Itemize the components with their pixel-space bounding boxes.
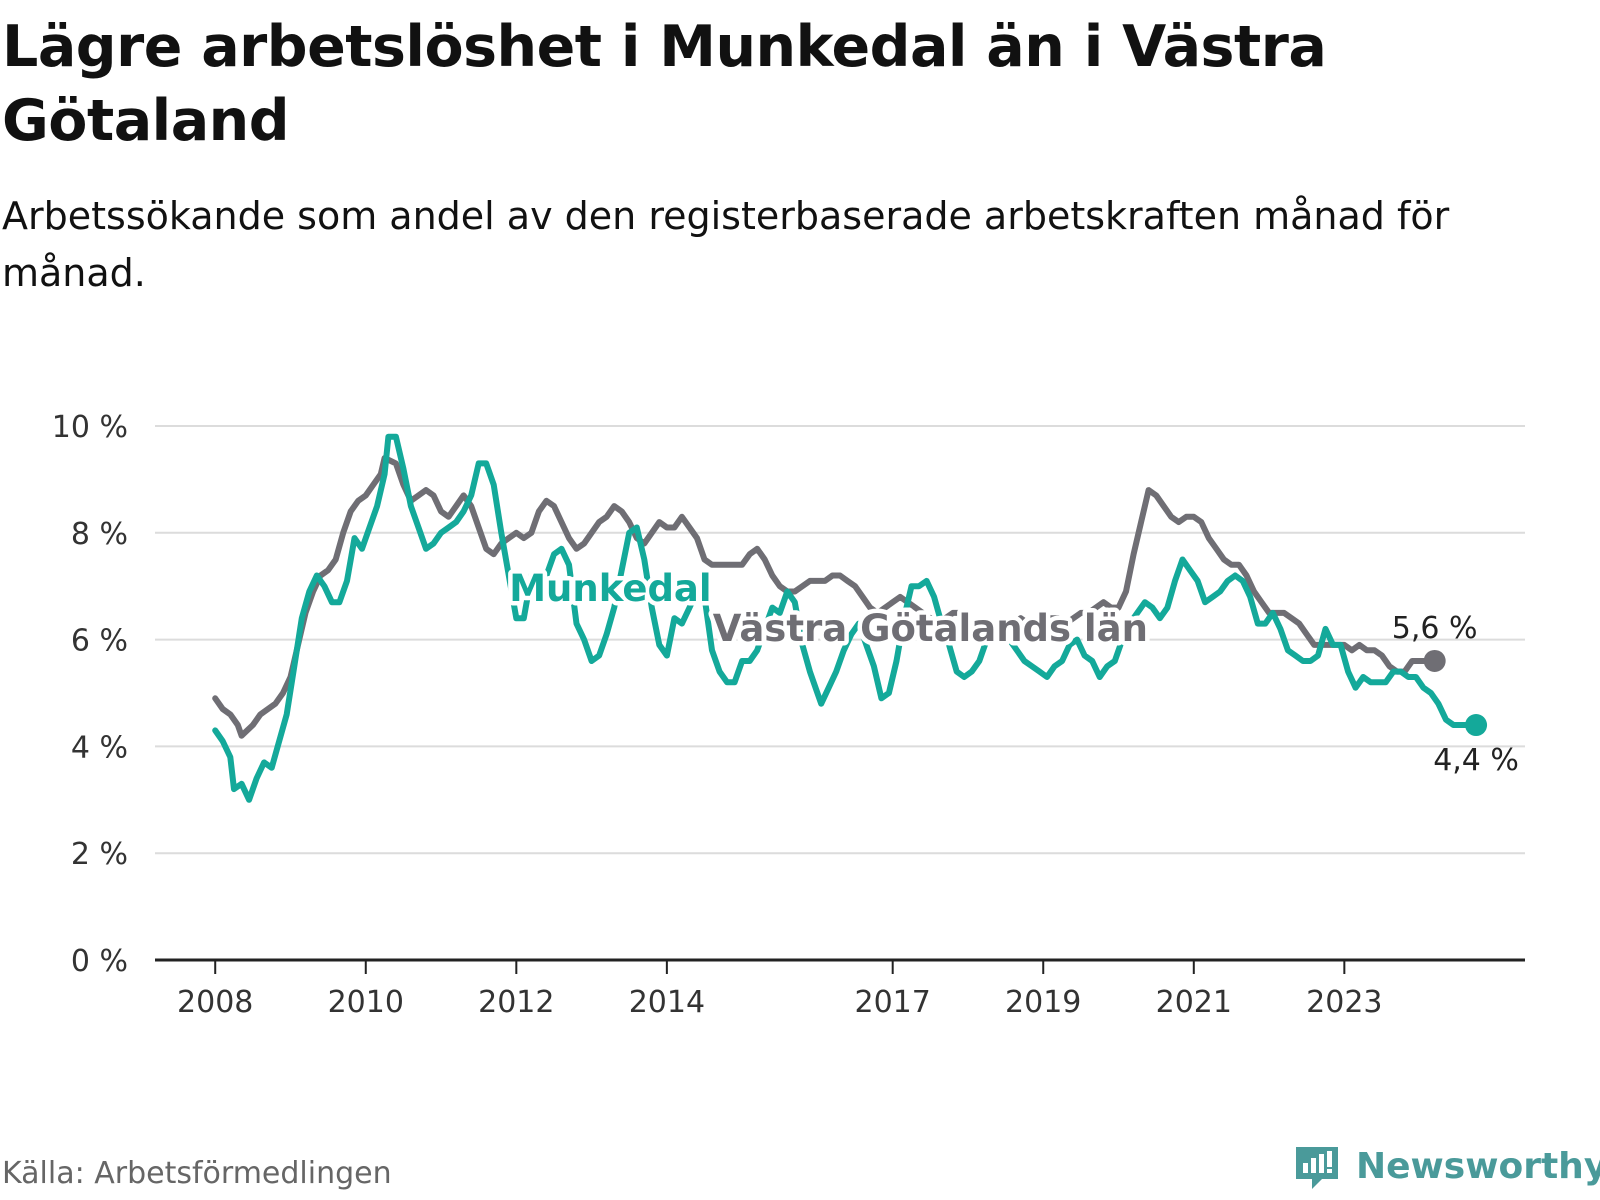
grid-lines [155, 425, 1525, 855]
y-tick-label: 10 % [52, 410, 128, 445]
x-tick-label: 2019 [1005, 985, 1081, 1020]
series-line-vastra-gotaland [212, 455, 1438, 739]
end-value-label-munkedal: 4,4 % [1433, 743, 1519, 778]
chart-subtitle: Arbetssökande som andel av den registerb… [2, 194, 1450, 295]
series-label-munkedal: Munkedal [509, 567, 711, 610]
brand-name: Newsworthy [1356, 1145, 1600, 1187]
x-tick-label: 2023 [1306, 985, 1382, 1020]
line-chart: 0 % 2 % 4 % 6 % 8 % 10 % 2008 2010 2012 2014 2017… [52, 410, 1525, 1020]
end-marker-vastra-gotaland [1423, 649, 1446, 672]
source-note: Källa: Arbetsförmedlingen [2, 1156, 392, 1191]
series-line-munkedal [212, 433, 1480, 803]
end-value-label-vastra-gotaland: 5,6 % [1392, 611, 1478, 646]
speech-bubble-chart-icon [1296, 1147, 1338, 1189]
x-tick-label: 2008 [177, 985, 253, 1020]
x-tick-label: 2021 [1156, 985, 1232, 1020]
x-tick-label: 2012 [478, 985, 554, 1020]
end-marker-munkedal [1465, 714, 1488, 737]
x-tick-label: 2014 [629, 985, 705, 1020]
series-label-vastra-gotaland: Västra Götalands län [713, 607, 1148, 650]
y-tick-label: 4 % [71, 730, 128, 765]
y-tick-label: 2 % [71, 837, 128, 872]
series-lines [212, 433, 1488, 803]
y-tick-label: 6 % [71, 624, 128, 659]
y-tick-label: 8 % [71, 517, 128, 552]
x-axis: 2008 2010 2012 2014 2017 2019 2021 2023 [155, 958, 1525, 1020]
chart-title: Lägre arbetslöshet i Munkedal än i Västr… [2, 14, 1327, 154]
y-tick-label: 0 % [71, 944, 128, 979]
x-tick-label: 2017 [855, 985, 931, 1020]
newsworthy-logo: Newsworthy [1292, 1140, 1600, 1192]
y-axis-ticks: 0 % 2 % 4 % 6 % 8 % 10 % [52, 410, 128, 979]
x-tick-label: 2010 [328, 985, 404, 1020]
